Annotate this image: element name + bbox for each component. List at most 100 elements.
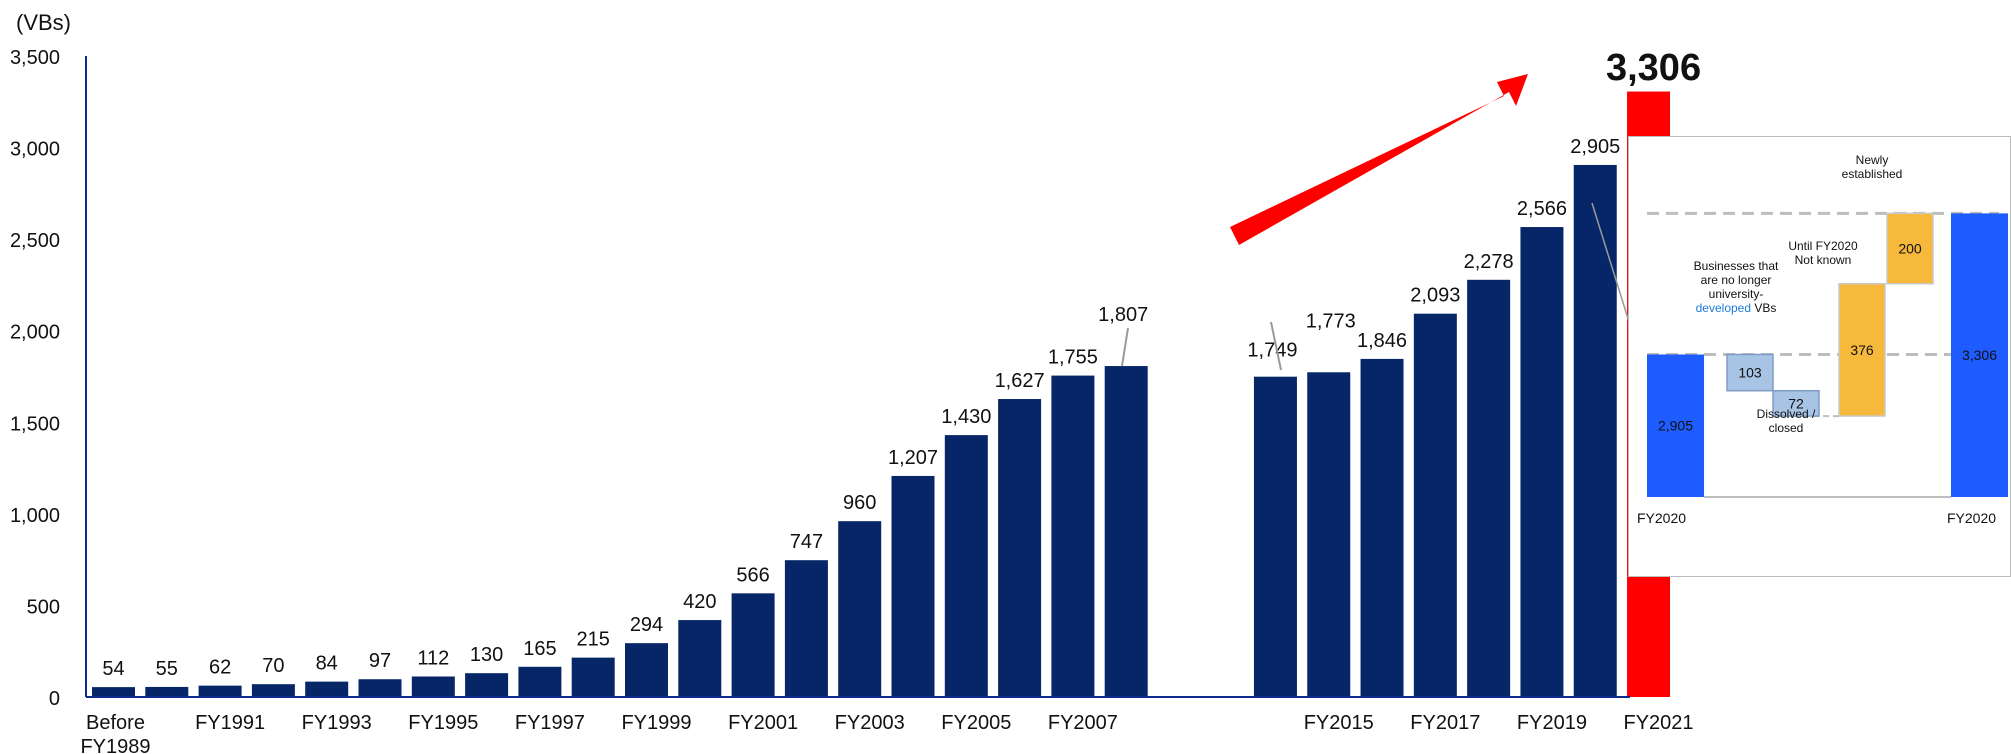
x-axis-label: FY2017 xyxy=(1410,712,1480,734)
x-axis-label: FY2007 xyxy=(1048,712,1118,734)
y-axis-unit-label: (VBs) xyxy=(16,10,71,35)
value-label: 960 xyxy=(843,492,876,514)
value-label: 165 xyxy=(523,638,556,660)
y-tick-label: 2,000 xyxy=(10,322,60,344)
value-label: 566 xyxy=(736,564,769,586)
value-label: 55 xyxy=(156,658,178,680)
value-label: 97 xyxy=(369,650,391,672)
bar xyxy=(1520,227,1564,698)
value-label: 747 xyxy=(790,531,823,553)
leader-line-fy2008 xyxy=(1121,327,1129,367)
x-axis-labels-group: Before FY1989 FY1991 FY1993 FY1995 FY1997 FY19… xyxy=(80,712,1693,754)
waterfall-value-label: 72 xyxy=(1788,395,1804,411)
x-axis-label: FY1999 xyxy=(621,712,691,734)
waterfall-inset: 2,905 103 72 376 200 3,306 Businesses that ar… xyxy=(1628,136,2011,577)
y-tick-label: 3,000 xyxy=(10,139,60,161)
bar xyxy=(198,685,242,697)
x-axis-label: FY1991 xyxy=(195,712,265,734)
bar xyxy=(1104,366,1148,697)
waterfall-bar-total xyxy=(1647,354,1704,497)
x-axis-label: FY2005 xyxy=(941,712,1011,734)
value-label: 2,093 xyxy=(1410,285,1460,307)
bar xyxy=(92,687,135,697)
leader-line-fy2015 xyxy=(1270,321,1282,371)
value-label: 294 xyxy=(630,614,663,636)
value-label: 62 xyxy=(209,657,231,679)
value-label: 2,278 xyxy=(1464,251,1514,273)
bar xyxy=(571,657,615,697)
waterfall-x-label-start: FY2020 xyxy=(1637,510,1686,526)
waterfall-bar-increase xyxy=(1838,283,1886,417)
value-label: 1,627 xyxy=(995,370,1045,392)
value-label: 112 xyxy=(417,647,449,669)
y-tick-label: 2,500 xyxy=(10,230,60,252)
waterfall-bar-decrease xyxy=(1726,353,1774,392)
bar xyxy=(145,686,189,697)
bar xyxy=(784,560,828,697)
annotation-no-longer-l1: Businesses that xyxy=(1694,259,1779,273)
bar xyxy=(1253,376,1297,697)
waterfall-bar-total xyxy=(1951,213,2008,497)
bar xyxy=(678,620,722,697)
bar xyxy=(625,643,668,697)
waterfall-bar-decrease xyxy=(1772,389,1820,417)
waterfall-value-label: 200 xyxy=(1898,241,1922,257)
value-label: 1,207 xyxy=(888,447,938,469)
annotation-no-longer-l3: university- xyxy=(1709,287,1764,301)
bar xyxy=(518,666,562,697)
callout-connector xyxy=(1591,202,1631,326)
value-label: 54 xyxy=(102,658,124,680)
waterfall-bars-group xyxy=(1647,211,2008,498)
waterfall-value-label: 3,306 xyxy=(1962,347,1997,363)
value-label: 420 xyxy=(683,591,716,613)
waterfall-bar-increase xyxy=(1886,212,1934,285)
value-label: 1,749 xyxy=(1247,340,1297,362)
value-label: 215 xyxy=(577,629,610,651)
value-labels-group: 54 55 62 70 84 97 112 130 165 215 294 420 566 747 960 1… xyxy=(102,47,1701,680)
waterfall-value-label: 2,905 xyxy=(1658,418,1693,434)
bar xyxy=(1573,164,1617,698)
waterfall-value-label: 376 xyxy=(1850,342,1874,358)
value-label: 1,807 xyxy=(1098,304,1148,326)
annotation-new-l2: established xyxy=(1842,167,1903,181)
bar xyxy=(251,684,295,697)
y-tick-label: 1,000 xyxy=(10,505,60,527)
bar xyxy=(944,435,988,697)
x-axis-label: FY2019 xyxy=(1517,712,1587,734)
annotation-not-known-l2: Not known xyxy=(1795,253,1852,267)
x-axis-label: FY2021 xyxy=(1624,712,1694,734)
value-label: 84 xyxy=(316,653,338,675)
waterfall-value-labels-group: 2,905 103 72 376 200 3,306 xyxy=(1658,241,1997,434)
x-axis-label: FY2015 xyxy=(1304,712,1374,734)
bar xyxy=(838,521,882,697)
annotation-dissolved-l1: Dissolved / xyxy=(1757,407,1816,421)
waterfall-value-label: 103 xyxy=(1738,365,1762,381)
value-label: 2,566 xyxy=(1517,198,1567,220)
y-tick-label: 500 xyxy=(27,596,60,618)
bar xyxy=(411,676,455,697)
bar xyxy=(358,679,402,697)
value-label-highlight: 3,306 xyxy=(1606,47,1701,89)
x-axis-label: FY1995 xyxy=(408,712,478,734)
annotation-not-known-l1: Until FY2020 xyxy=(1788,239,1858,253)
bar xyxy=(1467,279,1511,697)
bar xyxy=(465,673,509,697)
annotation-developed-word: developed xyxy=(1696,301,1751,315)
bar xyxy=(731,593,775,697)
bars-group xyxy=(92,91,1671,698)
value-label: 70 xyxy=(262,655,284,677)
annotation-no-longer-l4: developed VBs xyxy=(1696,301,1777,315)
value-label: 1,773 xyxy=(1306,310,1356,332)
bar xyxy=(1360,358,1404,697)
x-axis-label: FY1997 xyxy=(515,712,585,734)
bar xyxy=(891,475,935,697)
x-axis-label: FY2003 xyxy=(835,712,905,734)
annotation-no-longer-l2: are no longer xyxy=(1701,273,1772,287)
waterfall-chart: 2,905 103 72 376 200 3,306 Businesses that ar… xyxy=(1637,153,2008,526)
annotation-new-l1: Newly xyxy=(1856,153,1889,167)
x-axis-label: FY2001 xyxy=(728,712,798,734)
value-label: 1,430 xyxy=(941,406,991,428)
value-label: 1,755 xyxy=(1048,347,1098,369)
x-axis-label: Before xyxy=(86,712,145,734)
bar xyxy=(1413,313,1457,697)
